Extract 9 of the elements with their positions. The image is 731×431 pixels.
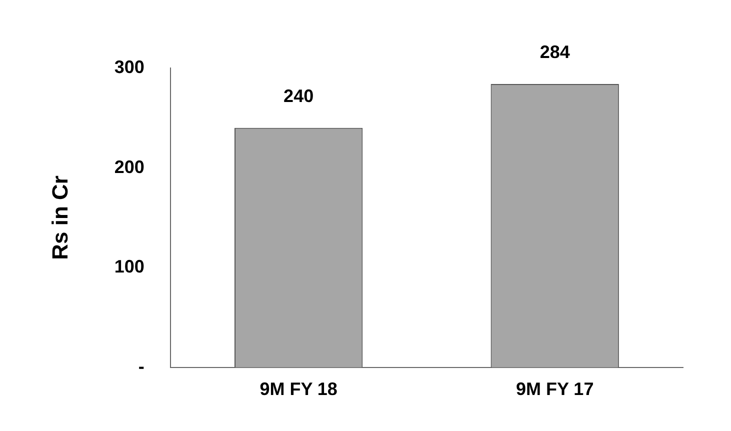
y-axis-title: Rs in Cr [47,175,72,260]
x-tick-label: 9M FY 17 [516,379,594,400]
y-tick-label: 300 [114,56,144,77]
y-tick-label: 100 [114,256,144,277]
data-label: 240 [284,86,314,106]
y-tick-label: 200 [114,156,144,177]
y-tick-label: - [138,356,144,376]
data-label: 284 [540,42,570,62]
x-tick-label: 9M FY 18 [260,379,338,400]
